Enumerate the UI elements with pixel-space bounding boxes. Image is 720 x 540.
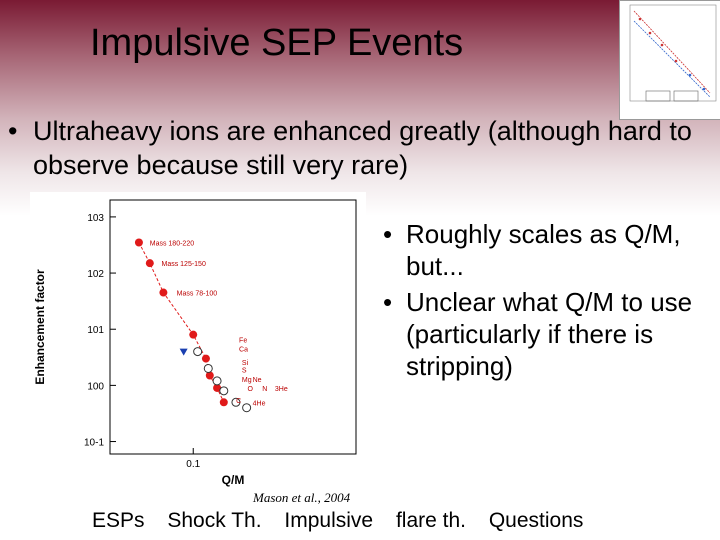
main-bullet: • Ultraheavy ions are enhanced greatly (… xyxy=(8,114,698,182)
right-bullet-text: Roughly scales as Q/M, but... xyxy=(406,219,681,281)
data-annotation: Mass 125-150 xyxy=(161,261,205,268)
data-point-open xyxy=(219,386,229,396)
x-tick-label: 0.1 xyxy=(186,459,200,470)
data-annotation: C xyxy=(236,398,241,405)
data-point-filled xyxy=(145,259,154,268)
data-point-filled xyxy=(201,354,210,363)
right-bullet-2: • Unclear what Q/M to use (particularly … xyxy=(383,286,713,382)
nav-link-impulsive[interactable]: Impulsive xyxy=(284,509,374,532)
data-point-open xyxy=(242,403,252,413)
enhancement-chart: 10-1 100 101 102 103 0.1 Q/M Enhancement factor… xyxy=(33,199,357,487)
enhancement-figure: 10-1 100 101 102 103 0.1 Q/M Enhancement factor… xyxy=(30,192,366,492)
nav-bar: ESPs Shock Th. Impulsive flare th. Quest… xyxy=(92,509,600,533)
data-point-open xyxy=(212,376,222,386)
thumbnail-chart xyxy=(619,0,720,120)
x-axis-label: Q/M xyxy=(222,473,245,487)
plot-frame xyxy=(109,199,357,455)
data-point-triangle xyxy=(179,348,188,356)
data-point-open xyxy=(231,397,241,407)
data-point-filled xyxy=(189,330,198,339)
data-point-open xyxy=(203,363,213,373)
nav-link-esps[interactable]: ESPs xyxy=(92,509,145,532)
data-point-filled xyxy=(219,398,228,407)
thumbnail-chart-image xyxy=(629,4,717,102)
data-annotation: Ca xyxy=(239,347,248,354)
figure-caption: Mason et al., 2004 xyxy=(253,490,351,505)
data-point-filled xyxy=(213,383,222,392)
data-point-open xyxy=(193,347,203,357)
data-point-filled xyxy=(134,238,143,247)
bullet-dot: • xyxy=(383,287,393,317)
nav-link-flare-theory[interactable]: flare th. xyxy=(395,509,466,532)
nav-link-questions[interactable]: Questions xyxy=(488,509,584,532)
data-annotation: N xyxy=(262,386,267,393)
y-tick-label: 100 xyxy=(87,381,104,392)
trend-line xyxy=(138,242,225,403)
y-tick-label: 103 xyxy=(87,213,104,224)
data-annotation: Si xyxy=(242,360,249,367)
y-tick-label: 102 xyxy=(87,269,104,280)
right-bullets: • Roughly scales as Q/M, but... • Unclea… xyxy=(383,218,713,386)
nav-link-shock-theory[interactable]: Shock Th. xyxy=(167,509,262,532)
data-annotation: Mass 180-220 xyxy=(150,241,194,248)
bullet-dot: • xyxy=(383,219,393,249)
data-annotation: S xyxy=(242,368,247,375)
data-annotation: Fe xyxy=(239,338,247,345)
right-bullet-text: Unclear what Q/M to use (particularly if… xyxy=(406,287,693,381)
data-annotation: Mg xyxy=(242,377,252,384)
y-tick-label: 10-1 xyxy=(84,438,104,449)
right-bullet-1: • Roughly scales as Q/M, but... xyxy=(383,218,713,282)
data-annotation: 3He xyxy=(275,386,288,393)
data-point-filled xyxy=(159,288,168,297)
y-axis-label: Enhancement factor xyxy=(33,269,47,385)
data-annotation: O xyxy=(247,386,253,393)
bullet-dot: • xyxy=(8,116,18,146)
y-tick-label: 101 xyxy=(87,325,104,336)
data-annotation: 4He xyxy=(253,400,266,407)
data-annotation: Mass 78-100 xyxy=(177,291,218,298)
slide-title: Impulsive SEP Events xyxy=(90,22,464,64)
main-bullet-text: Ultraheavy ions are enhanced greatly (al… xyxy=(33,116,692,180)
data-annotation: Ne xyxy=(253,377,262,384)
data-point-filled xyxy=(205,371,214,380)
